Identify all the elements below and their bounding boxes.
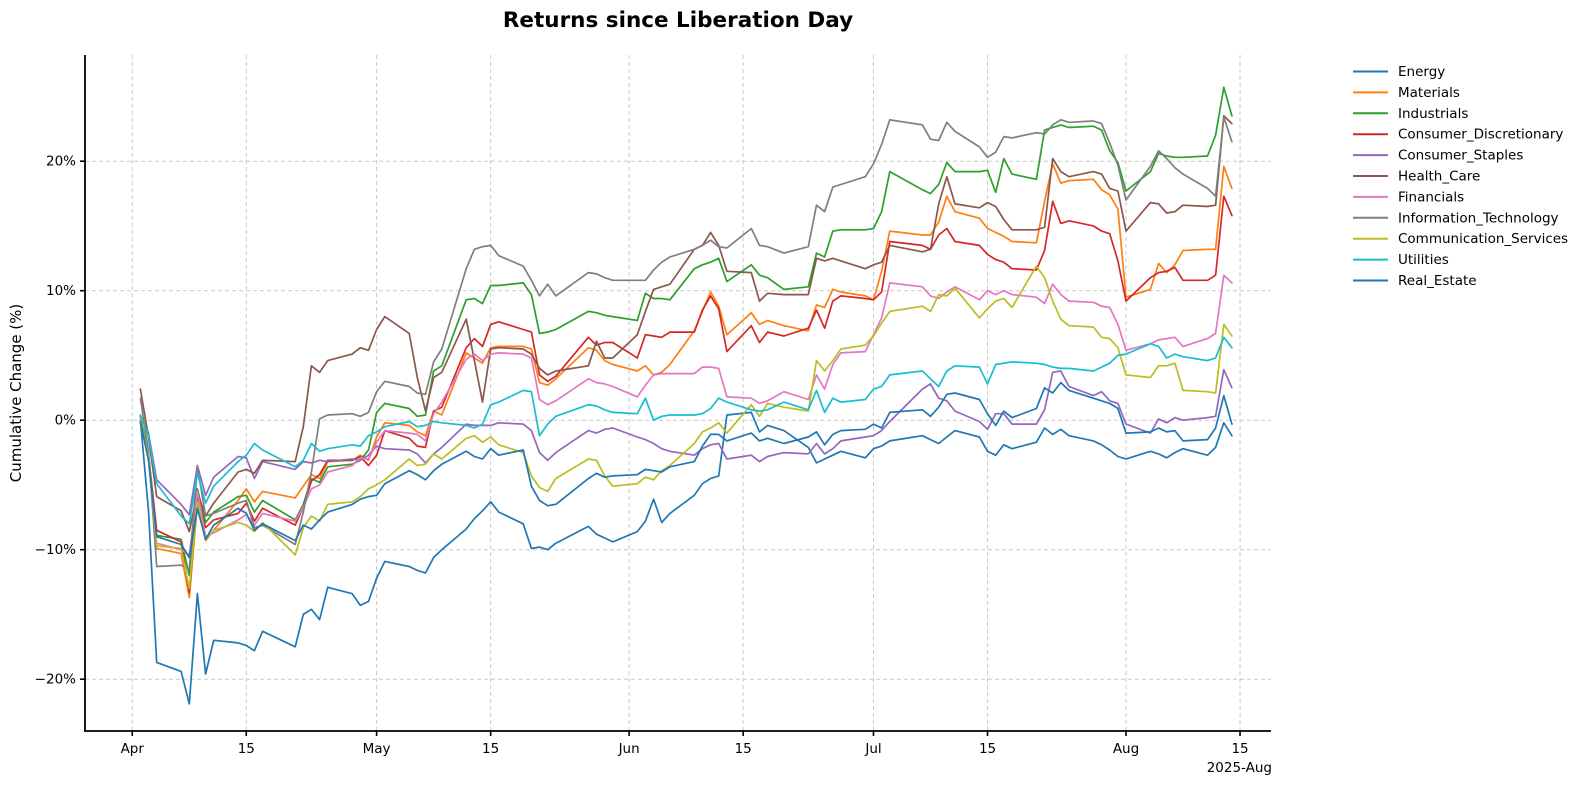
legend-item-materials: Materials <box>1353 85 1460 101</box>
legend-label: Consumer_Staples <box>1398 148 1523 164</box>
label-layer: Returns since Liberation Day Cumulative … <box>7 8 1272 776</box>
legend-label: Real_Estate <box>1398 273 1477 289</box>
series-line-financials <box>139 274 1233 556</box>
legend-item-consumer_staples: Consumer_Staples <box>1353 148 1523 164</box>
legend-label: Utilities <box>1398 252 1449 268</box>
x-tick-label: Jun <box>618 741 640 757</box>
legend: Energy Materials Industrials Consumer_Discr… <box>1353 64 1568 289</box>
legend-item-utilities: Utilities <box>1353 252 1449 268</box>
series-line-communication_services <box>139 265 1233 590</box>
legend-item-financials: Financials <box>1353 189 1464 205</box>
x-tick-label: 15 <box>238 741 255 757</box>
x-tick-label: Aug <box>1113 741 1139 757</box>
y-tick-label: 20% <box>46 154 76 170</box>
legend-label: Health_Care <box>1398 169 1480 185</box>
legend-label: Information_Technology <box>1398 210 1559 226</box>
x-axis-offset-label: 2025-Aug <box>1207 760 1272 776</box>
legend-item-health_care: Health_Care <box>1353 169 1480 185</box>
legend-label: Energy <box>1398 64 1445 80</box>
series-line-industrials <box>139 86 1233 577</box>
series-line-energy <box>139 411 1233 705</box>
legend-item-information_technology: Information_Technology <box>1353 210 1559 226</box>
series-line-consumer_staples <box>139 368 1233 516</box>
x-tick-label: May <box>363 741 391 757</box>
y-tick-label: 10% <box>46 283 76 299</box>
series-line-health_care <box>139 115 1233 533</box>
legend-item-consumer_discretionary: Consumer_Discretionary <box>1353 127 1563 143</box>
x-tick-label: 15 <box>735 741 752 757</box>
series-line-consumer_discretionary <box>139 195 1233 594</box>
x-tick-label: Apr <box>121 741 145 757</box>
chart-title: Returns since Liberation Day <box>503 8 853 33</box>
legend-label: Industrials <box>1398 106 1468 122</box>
y-axis-label: Cumulative Change (%) <box>7 304 25 483</box>
grid-layer <box>85 55 1271 731</box>
series-line-real_estate <box>139 381 1233 559</box>
legend-label: Financials <box>1398 189 1464 205</box>
series-line-information_technology <box>139 116 1233 570</box>
series-line-utilities <box>139 336 1233 525</box>
series-line-materials <box>139 162 1233 599</box>
x-tick-label: Jul <box>864 741 881 757</box>
legend-label: Communication_Services <box>1398 231 1568 247</box>
legend-item-real_estate: Real_Estate <box>1353 273 1477 289</box>
x-tick-label: 15 <box>482 741 499 757</box>
y-tick-label: −20% <box>35 672 76 688</box>
series-layer <box>139 86 1233 705</box>
legend-item-industrials: Industrials <box>1353 106 1468 122</box>
y-tick-label: 0% <box>55 413 77 429</box>
x-tick-label: 15 <box>1231 741 1248 757</box>
axes-layer <box>80 55 1271 736</box>
legend-item-communication_services: Communication_Services <box>1353 231 1568 247</box>
legend-label: Materials <box>1398 85 1460 101</box>
y-tick-label: −10% <box>35 542 76 558</box>
x-tick-label: 15 <box>979 741 996 757</box>
legend-label: Consumer_Discretionary <box>1398 127 1563 143</box>
legend-item-energy: Energy <box>1353 64 1445 80</box>
